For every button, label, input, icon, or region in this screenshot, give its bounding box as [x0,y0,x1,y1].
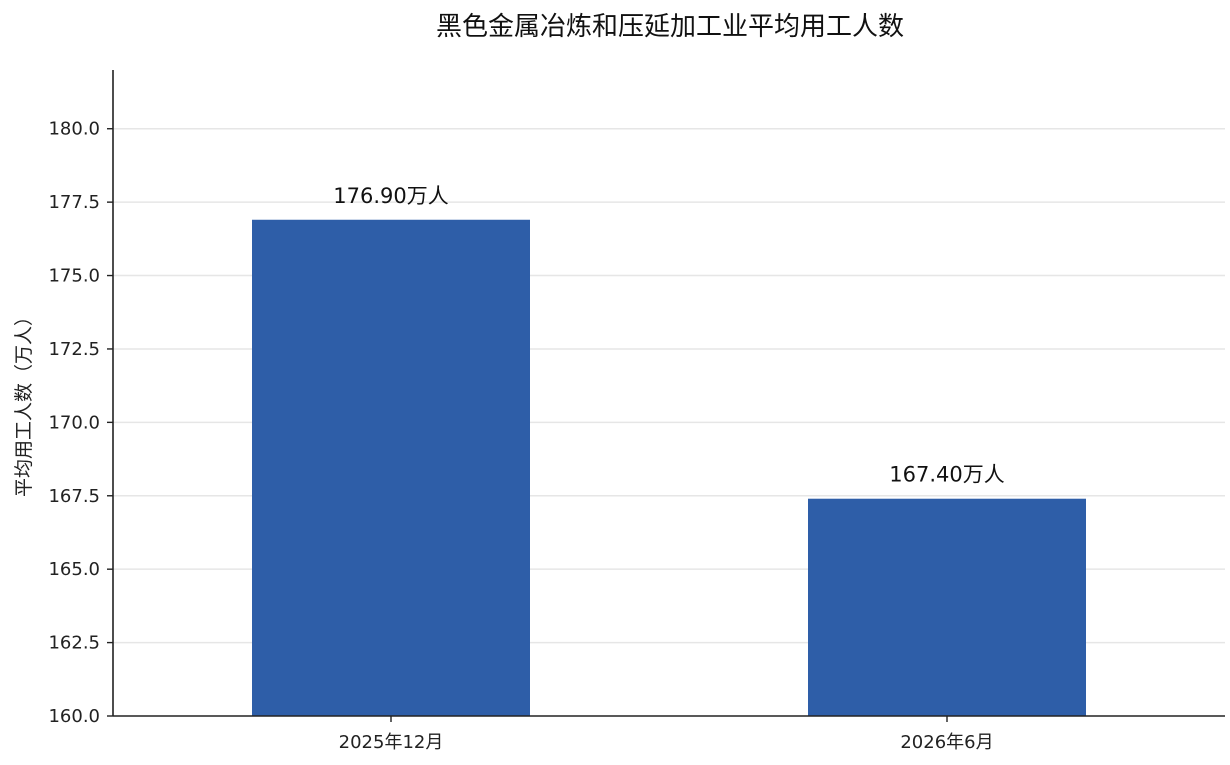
y-tick-label: 160.0 [48,706,100,727]
y-tick-label: 175.0 [48,266,100,287]
chart-title: 黑色金属冶炼和压延加工业平均用工人数 [436,12,904,42]
axis-layer: 160.0 162.5 165.0 167.5 170.0 172.5 175.0 177.5… [48,70,1225,753]
y-tick-label: 177.5 [48,192,100,213]
y-tick-label: 170.0 [48,412,100,433]
bar-value-label: 167.40万人 [889,463,1004,487]
y-tick-label: 180.0 [48,119,100,140]
y-axis-label: 平均用工人数（万人） [13,307,35,497]
y-tick-label: 167.5 [48,486,100,507]
bar [252,219,530,716]
bar-layer: 176.90万人 167.40万人 [252,184,1086,716]
y-tick-label: 165.0 [48,559,100,580]
y-tick-label: 172.5 [48,339,100,360]
y-tick-label: 162.5 [48,633,100,654]
bar-value-label: 176.90万人 [333,184,448,208]
x-tick-label: 2025年12月 [339,732,444,753]
x-tick-label: 2026年6月 [900,732,993,753]
bar [808,498,1086,716]
